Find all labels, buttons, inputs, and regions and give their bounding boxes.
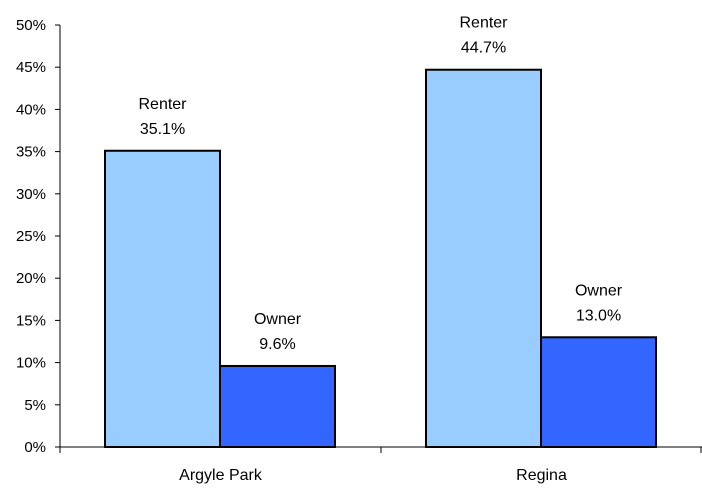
y-tick-label: 30% [16, 186, 46, 203]
y-tick-label: 25% [16, 228, 46, 245]
data-label-series: Renter [138, 96, 187, 113]
y-tick-label: 15% [16, 312, 46, 329]
bars [104, 68, 657, 449]
data-label-series: Owner [254, 311, 302, 328]
y-tick-label: 20% [16, 270, 46, 287]
x-category-label: Argyle Park [179, 467, 263, 484]
data-label-series: Renter [459, 15, 508, 32]
y-tick-label: 40% [16, 101, 46, 118]
y-axis: 0% 5% 10% 15% 20% 25% 30% 35% 40% 45% 50% [16, 17, 61, 456]
data-labels: Renter 35.1% Renter 44.7% Owner 9.6% Owner 13.0… [138, 15, 622, 353]
data-label-value: 44.7% [461, 40, 506, 57]
bar-owner [540, 336, 657, 448]
y-tick-label: 0% [24, 439, 46, 456]
y-tick-label: 5% [24, 397, 46, 414]
data-label-series: Owner [575, 282, 623, 299]
y-tick-label: 35% [16, 144, 46, 161]
x-axis: Argyle Park Regina [59, 446, 702, 484]
bar-owner [219, 364, 336, 449]
data-label-value: 9.6% [259, 336, 295, 353]
y-tick-label: 50% [16, 17, 46, 34]
y-tick-label: 45% [16, 59, 46, 76]
data-label-value: 35.1% [140, 121, 185, 138]
x-category-label: Regina [516, 467, 567, 484]
bar-renter [104, 149, 221, 448]
data-label-value: 13.0% [576, 307, 621, 324]
y-tick-label: 10% [16, 355, 46, 372]
bar-renter [425, 68, 542, 449]
